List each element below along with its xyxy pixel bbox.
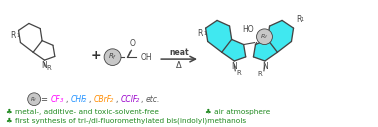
- Text: ,: ,: [116, 95, 120, 104]
- Text: R: R: [257, 71, 262, 77]
- Text: O: O: [130, 39, 135, 48]
- Polygon shape: [253, 39, 277, 61]
- Text: 2: 2: [83, 98, 87, 103]
- Text: ♣ first synthesis of tri-/di-fluoromethylated bis(indolyl)methanols: ♣ first synthesis of tri-/di-fluoromethy…: [6, 117, 246, 124]
- Text: CClF: CClF: [121, 95, 138, 104]
- Text: HO: HO: [242, 25, 253, 34]
- Text: 1: 1: [204, 31, 207, 36]
- Circle shape: [257, 29, 273, 45]
- Polygon shape: [268, 20, 294, 52]
- Polygon shape: [206, 20, 232, 52]
- Text: ♣ air atmosphere: ♣ air atmosphere: [205, 109, 270, 115]
- Text: ,: ,: [141, 95, 146, 104]
- Text: CBrF: CBrF: [94, 95, 112, 104]
- Text: R: R: [296, 15, 302, 24]
- Text: N: N: [262, 62, 268, 71]
- Text: R: R: [46, 65, 51, 71]
- Text: 2: 2: [110, 98, 113, 103]
- Text: R: R: [10, 31, 15, 39]
- Text: N: N: [231, 62, 237, 71]
- Text: R: R: [236, 70, 241, 76]
- Text: 1: 1: [301, 17, 304, 22]
- Text: etc.: etc.: [145, 95, 160, 104]
- Text: R: R: [197, 29, 203, 38]
- Text: CF: CF: [51, 95, 61, 104]
- Text: $\mathit{R_f}$: $\mathit{R_f}$: [260, 32, 269, 41]
- Text: =: =: [40, 95, 48, 104]
- Text: CHF: CHF: [71, 95, 87, 104]
- Text: Δ: Δ: [176, 61, 182, 70]
- Polygon shape: [222, 39, 246, 61]
- Circle shape: [104, 49, 121, 65]
- Text: +: +: [90, 49, 101, 62]
- Text: ,: ,: [89, 95, 93, 104]
- Text: neat: neat: [169, 48, 189, 57]
- Text: 2: 2: [136, 98, 139, 103]
- Text: ,: ,: [66, 95, 71, 104]
- Text: $\mathit{R_f}$: $\mathit{R_f}$: [30, 95, 38, 104]
- Text: OH: OH: [140, 53, 152, 62]
- Circle shape: [28, 93, 40, 106]
- Text: 3: 3: [60, 98, 64, 103]
- Text: $\mathit{R_f}$: $\mathit{R_f}$: [108, 52, 117, 62]
- Text: ♣ metal-, additive- and toxic-solvent-free: ♣ metal-, additive- and toxic-solvent-fr…: [6, 109, 159, 115]
- Text: N: N: [41, 61, 47, 70]
- Text: 1: 1: [17, 33, 20, 38]
